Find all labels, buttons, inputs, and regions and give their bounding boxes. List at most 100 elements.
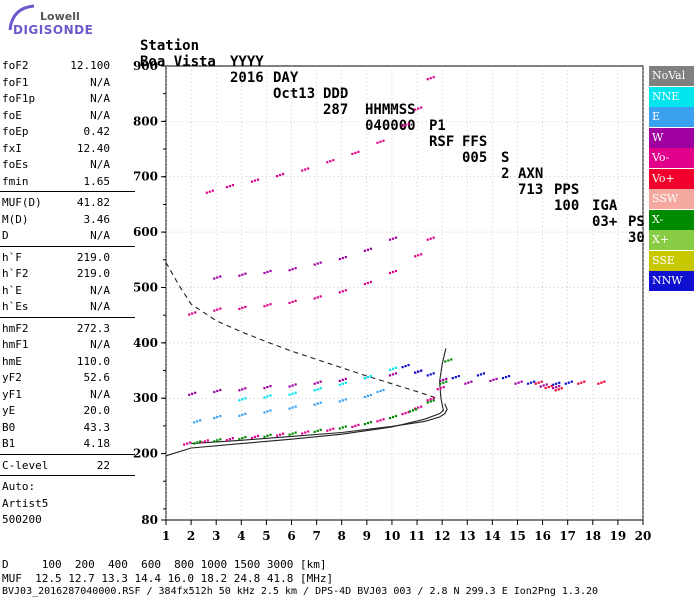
header-value-yyyy: 2016	[230, 70, 264, 86]
trace-point	[344, 381, 347, 384]
trace-point	[344, 398, 347, 401]
trace-point	[332, 159, 335, 162]
trace-point	[316, 429, 319, 432]
trace-point	[407, 364, 410, 367]
x-tick-label: 15	[509, 529, 526, 543]
param-separator	[0, 453, 135, 455]
trace-point	[203, 440, 206, 443]
header-label-s: S	[501, 150, 510, 166]
param-name: hmE	[2, 354, 22, 368]
param-value: N/A	[90, 75, 110, 89]
param-name: Auto:	[2, 480, 36, 493]
x-tick-label: 5	[262, 529, 270, 543]
trace-point	[294, 391, 297, 394]
trace-point	[401, 125, 404, 128]
trace-point	[464, 382, 467, 385]
trace-point	[338, 383, 341, 386]
param-value: N/A	[90, 158, 110, 171]
trace-point	[414, 255, 417, 258]
param-separator	[0, 316, 135, 318]
trace-point	[244, 397, 247, 400]
trace-point	[564, 382, 567, 385]
header-value-axn: 713	[518, 182, 544, 198]
y-tick-label: 400	[133, 336, 158, 350]
trace-point	[241, 306, 244, 309]
trace-point	[244, 387, 247, 390]
trace-point	[527, 382, 530, 385]
param-row: C-level 22	[0, 458, 110, 475]
param-name: foF2	[2, 59, 29, 72]
param-value: 12.100	[70, 59, 110, 72]
param-row: foEp 0.42	[0, 124, 110, 141]
footer-distance-row: D 100 200 400 600 800 1000 1500 3000 [km…	[2, 558, 327, 571]
trace-point	[580, 381, 583, 384]
trace-point	[238, 274, 241, 277]
param-name: foF1	[2, 75, 29, 89]
trace-point	[319, 261, 322, 264]
trace-point	[558, 385, 561, 388]
trace-point	[238, 399, 241, 402]
param-row: h`Es N/A	[0, 299, 110, 316]
y-tick-label: 700	[133, 170, 158, 184]
trace-point	[213, 390, 216, 394]
trace-point	[344, 256, 347, 259]
trace-point	[351, 152, 354, 155]
trace-point	[338, 379, 341, 382]
trace-point	[194, 311, 197, 314]
trace-point	[319, 401, 322, 404]
trace-point	[294, 405, 297, 408]
trace-point	[560, 387, 563, 390]
trace-point	[354, 424, 357, 427]
trace-point	[417, 107, 420, 110]
param-name: hmF1	[2, 338, 29, 351]
trace-point	[241, 388, 244, 391]
trace-point	[188, 313, 191, 316]
param-row: foF1 N/A	[0, 75, 110, 92]
trace-point	[457, 375, 460, 378]
trace-point	[366, 422, 369, 425]
legend-item: NNE	[649, 86, 694, 107]
trace-point	[420, 253, 423, 256]
param-name: yE	[2, 404, 16, 417]
trace-point	[266, 395, 269, 398]
trace-point	[326, 429, 329, 432]
param-row: 500200	[0, 512, 110, 529]
trace-point	[338, 291, 341, 294]
trace-point	[445, 377, 448, 380]
param-name: foE	[2, 108, 22, 122]
trace-point	[429, 398, 432, 401]
header-label-station: Station	[140, 38, 200, 54]
legend-item: Vo-	[649, 148, 694, 168]
trace-point	[332, 427, 335, 430]
trace-point	[188, 393, 191, 396]
header-value-p1: RSF	[429, 134, 455, 150]
trace-point	[426, 399, 429, 402]
trace-point	[244, 305, 247, 308]
trace-point	[439, 382, 442, 385]
header-label-pps: PPS	[554, 182, 580, 198]
trace-point	[276, 175, 279, 178]
x-tick-label: 3	[212, 529, 220, 543]
trace-point	[269, 303, 272, 306]
trace-point	[219, 307, 222, 310]
trace-point	[363, 423, 366, 426]
param-row: M(D) 3.46	[0, 212, 110, 229]
trace-point	[363, 282, 366, 286]
trace-point	[414, 371, 417, 374]
trace-point	[316, 381, 319, 384]
trace-point	[404, 412, 407, 415]
param-row: yF1 N/A	[0, 387, 110, 404]
trace-point	[552, 387, 555, 390]
trace-point	[250, 180, 254, 183]
param-value: N/A	[90, 300, 110, 313]
trace-point	[288, 393, 291, 396]
trace-point	[288, 385, 291, 388]
trace-point	[228, 185, 231, 188]
trace-point	[313, 297, 316, 300]
trace-point	[530, 381, 533, 384]
trace-point	[558, 381, 561, 384]
trace-point	[391, 373, 395, 376]
trace-point	[357, 150, 360, 153]
header-label-axn: AXN	[518, 166, 544, 182]
trace-point	[205, 191, 208, 194]
